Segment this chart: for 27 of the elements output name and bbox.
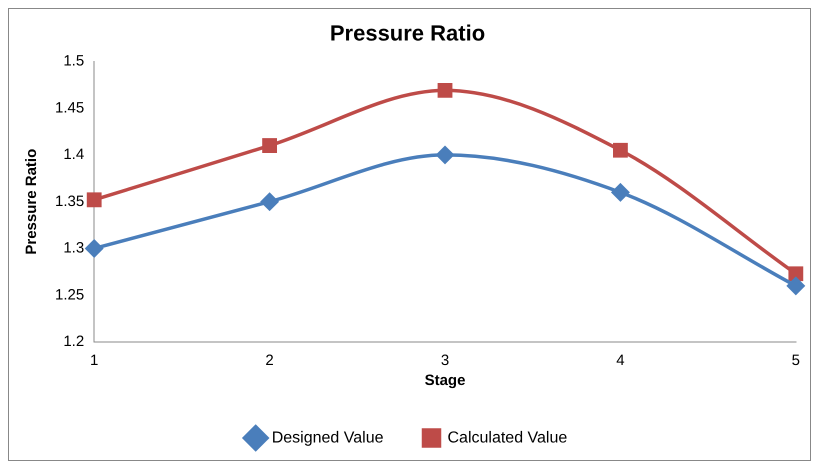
point <box>85 240 103 258</box>
chart-title: Pressure Ratio <box>330 20 486 46</box>
y-tick-label: 1.25 <box>54 286 84 304</box>
x-tick-label: 2 <box>265 352 274 370</box>
x-tick-label: 3 <box>440 352 450 370</box>
point <box>260 192 278 210</box>
point <box>613 142 628 158</box>
point <box>262 138 278 153</box>
x-axis-title: Stage <box>424 372 466 390</box>
y-tick-label: 1.35 <box>54 192 84 210</box>
y-tick-label: 1.4 <box>63 146 84 164</box>
x-tick-label: 1 <box>90 352 98 370</box>
y-tick-label: 1.2 <box>63 333 84 350</box>
point <box>612 184 630 202</box>
point <box>438 82 452 98</box>
point <box>86 192 102 208</box>
x-tick-label: 5 <box>792 352 800 370</box>
point <box>788 266 804 282</box>
legend-label: Designed Value <box>272 429 384 446</box>
x-tick-label: 4 <box>616 352 625 370</box>
point <box>436 146 454 164</box>
point <box>787 277 805 295</box>
y-tick-label: 1.45 <box>54 99 84 116</box>
y-axis-title: Pressure Ratio <box>23 148 40 255</box>
y-tick-label: 1.3 <box>63 240 84 257</box>
y-tick-label: 1.5 <box>63 52 84 70</box>
legend-label: Calculated Value <box>448 429 568 446</box>
